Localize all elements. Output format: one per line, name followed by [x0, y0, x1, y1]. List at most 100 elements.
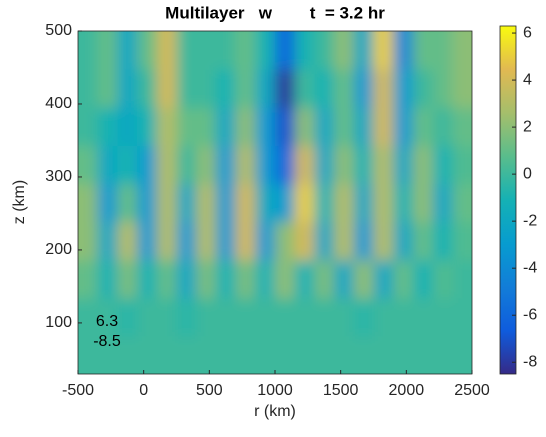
x-tick-label: 500 — [196, 382, 223, 399]
heatmap-cell — [294, 107, 315, 147]
heatmap-cell — [137, 298, 158, 337]
heatmap-cell — [452, 145, 472, 185]
y-axis-label: z (km) — [11, 180, 28, 224]
heatmap-cell — [353, 107, 374, 147]
heatmap-cell — [196, 183, 217, 222]
chart-title: Multilayer w t = 3.2 hr — [165, 3, 385, 22]
x-tick-label: 0 — [139, 382, 148, 399]
heatmap-cell — [334, 183, 355, 222]
heatmap-cell — [412, 336, 434, 374]
heatmap — [78, 31, 472, 374]
colorbar-tick-label: 6 — [523, 24, 532, 41]
x-tick-label: 2500 — [454, 382, 490, 399]
heatmap-cell — [393, 259, 414, 299]
heatmap-cell — [215, 68, 237, 108]
heatmap-cell — [97, 68, 118, 108]
heatmap-cell — [235, 221, 256, 261]
heatmap-cell — [275, 107, 296, 147]
heatmap-cell — [373, 183, 394, 222]
heatmap-cell — [117, 145, 138, 185]
heatmap-cell — [432, 183, 453, 222]
heatmap-cell — [275, 336, 296, 374]
heatmap-cell — [137, 145, 158, 185]
x-tick-label: 1500 — [323, 382, 359, 399]
heatmap-cell — [117, 107, 138, 147]
heatmap-cell — [156, 107, 177, 147]
heatmap-cell — [452, 183, 472, 222]
heatmap-cell — [294, 298, 315, 337]
heatmap-cell — [393, 107, 414, 147]
heatmap-cell — [255, 31, 276, 70]
heatmap-cell — [353, 336, 374, 374]
heatmap-cell — [314, 145, 335, 185]
y-tick-label: 400 — [45, 95, 72, 112]
heatmap-cell — [373, 68, 394, 108]
y-tick-label: 300 — [45, 168, 72, 185]
heatmap-cell — [334, 336, 355, 374]
heatmap-cell — [255, 183, 276, 222]
heatmap-cell — [334, 68, 355, 108]
x-tick-label: 1000 — [257, 382, 293, 399]
heatmap-cell — [412, 183, 434, 222]
heatmap-cell — [275, 298, 296, 337]
heatmap-cell — [373, 336, 394, 374]
heatmap-cell — [412, 145, 434, 185]
heatmap-cell — [432, 221, 453, 261]
heatmap-cell — [353, 31, 374, 70]
heatmap-cell — [176, 259, 197, 299]
heatmap-cell — [196, 145, 217, 185]
heatmap-cell — [196, 31, 217, 70]
heatmap-cell — [78, 298, 99, 337]
heatmap-cell — [97, 336, 118, 374]
heatmap-cell — [137, 336, 158, 374]
heatmap-cell — [314, 107, 335, 147]
heatmap-cell — [97, 31, 118, 70]
heatmap-cell — [156, 68, 177, 108]
heatmap-cell — [215, 145, 237, 185]
heatmap-cell — [235, 107, 256, 147]
colorbar-tick-label: 0 — [523, 165, 532, 182]
heatmap-cell — [393, 221, 414, 261]
heatmap-cell — [334, 221, 355, 261]
heatmap-cell — [137, 107, 158, 147]
heatmap-cell — [235, 298, 256, 337]
heatmap-cell — [412, 298, 434, 337]
heatmap-cell — [78, 221, 99, 261]
min-annotation: -8.5 — [93, 333, 121, 350]
heatmap-cell — [412, 68, 434, 108]
heatmap-cell — [117, 31, 138, 70]
heatmap-cell — [275, 221, 296, 261]
heatmap-cell — [294, 183, 315, 222]
heatmap-cell — [353, 221, 374, 261]
heatmap-cell — [373, 107, 394, 147]
heatmap-cell — [353, 298, 374, 337]
colorbar-tick-label: -8 — [523, 353, 537, 370]
heatmap-cell — [137, 31, 158, 70]
heatmap-cell — [255, 68, 276, 108]
heatmap-cell — [196, 259, 217, 299]
heatmap-cell — [393, 336, 414, 374]
heatmap-cell — [393, 68, 414, 108]
heatmap-cell — [235, 336, 256, 374]
heatmap-cell — [452, 298, 472, 337]
heatmap-cell — [215, 336, 237, 374]
heatmap-cell — [78, 31, 99, 70]
heatmap-cell — [97, 298, 118, 337]
heatmap-cell — [393, 183, 414, 222]
heatmap-cell — [452, 336, 472, 374]
heatmap-cell — [176, 107, 197, 147]
max-annotation: 6.3 — [96, 313, 118, 330]
heatmap-cell — [176, 221, 197, 261]
heatmap-cell — [334, 259, 355, 299]
heatmap-cell — [97, 259, 118, 299]
heatmap-cell — [275, 68, 296, 108]
heatmap-cell — [235, 145, 256, 185]
heatmap-cell — [412, 31, 434, 70]
heatmap-cell — [334, 298, 355, 337]
heatmap-cell — [196, 68, 217, 108]
heatmap-cell — [255, 259, 276, 299]
heatmap-cell — [294, 259, 315, 299]
heatmap-cell — [393, 31, 414, 70]
heatmap-cell — [235, 259, 256, 299]
colorbar — [499, 25, 517, 375]
